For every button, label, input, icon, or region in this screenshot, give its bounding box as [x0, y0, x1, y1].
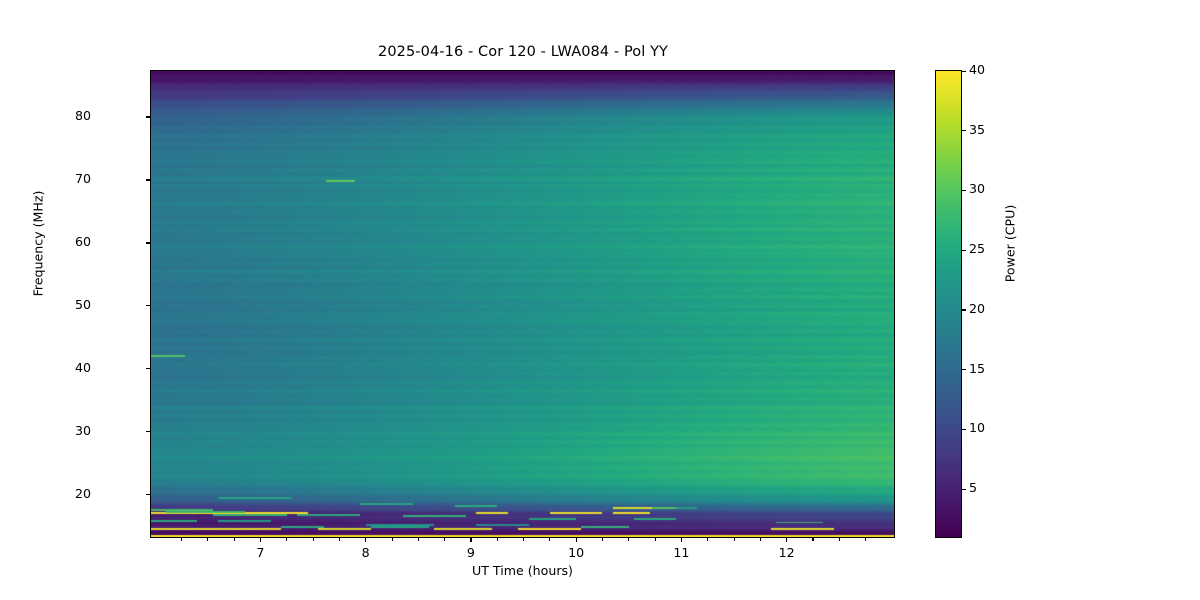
x-tick-minor — [838, 538, 840, 541]
x-tick-minor — [181, 538, 183, 541]
x-tick-minor — [812, 538, 814, 541]
spectrogram-axes — [151, 71, 894, 537]
page-title: 2025-04-16 - Cor 120 - LWA084 - Pol YY — [378, 44, 668, 60]
x-tick-label: 7 — [256, 545, 265, 560]
y-tick-mark — [146, 305, 150, 307]
colorbar-tick-mark — [962, 70, 966, 72]
x-axis-label: UT Time (hours) — [472, 563, 573, 578]
x-tick-minor — [601, 538, 604, 541]
x-tick-label: 8 — [361, 545, 370, 560]
spectrogram-image — [151, 71, 894, 537]
y-tick-label: 50 — [74, 296, 91, 312]
colorbar-tick-label: 10 — [969, 420, 986, 436]
y-tick-label: 70 — [74, 170, 91, 186]
x-tick-mark — [365, 538, 367, 542]
x-tick-minor — [523, 538, 525, 541]
colorbar-tick-mark — [962, 130, 966, 132]
colorbar-tick-label: 15 — [969, 360, 986, 376]
colorbar-tick-mark — [962, 309, 966, 311]
x-tick-minor — [286, 538, 288, 541]
y-tick-label: 80 — [74, 107, 91, 123]
colorbar-tick-mark — [962, 369, 966, 371]
x-tick-minor — [444, 538, 446, 541]
y-tick-label: 20 — [74, 485, 91, 501]
x-tick-minor — [733, 538, 735, 541]
colorbar-tick-mark — [962, 189, 966, 192]
x-tick-minor — [654, 538, 656, 541]
x-tick-minor — [496, 538, 498, 541]
x-tick-label: 10 — [568, 545, 585, 560]
y-tick-mark — [146, 179, 150, 181]
colorbar-tick-label: 30 — [969, 181, 986, 197]
x-tick-minor — [759, 538, 761, 541]
x-tick-minor — [391, 538, 393, 541]
colorbar-tick-label: 40 — [969, 62, 986, 77]
x-tick-mark — [680, 538, 682, 542]
y-tick-mark — [146, 368, 150, 370]
x-tick-minor — [207, 538, 209, 541]
colorbar-tick-label: 35 — [969, 121, 986, 137]
colorbar-tick-mark — [962, 249, 966, 251]
y-tick-mark — [146, 242, 150, 244]
x-tick-minor — [338, 538, 340, 541]
colorbar-tick-mark — [962, 488, 966, 490]
x-tick-minor — [417, 538, 419, 541]
colorbar-tick-label: 20 — [969, 300, 986, 316]
x-tick-minor — [865, 538, 867, 541]
x-tick-minor — [233, 538, 235, 541]
x-tick-mark — [259, 538, 262, 542]
x-tick-mark — [470, 538, 472, 542]
x-tick-label: 9 — [466, 545, 475, 560]
x-tick-minor — [628, 538, 630, 541]
y-tick-label: 60 — [74, 233, 91, 249]
y-tick-mark — [146, 431, 150, 433]
y-tick-mark — [146, 116, 150, 118]
x-tick-mark — [786, 538, 788, 542]
x-tick-minor — [312, 538, 314, 541]
x-tick-label: 11 — [673, 545, 690, 560]
y-tick-label: 30 — [74, 422, 91, 438]
x-tick-mark — [575, 538, 577, 542]
y-tick-mark — [146, 494, 150, 496]
x-tick-minor — [549, 538, 551, 541]
colorbar-axes — [936, 71, 961, 537]
colorbar-tick-label: 25 — [969, 241, 986, 257]
x-tick-minor — [707, 538, 709, 541]
x-tick-label: 12 — [778, 545, 795, 560]
colorbar-tick-label: 5 — [969, 480, 978, 496]
y-tick-label: 40 — [74, 359, 91, 375]
colorbar-tick-mark — [962, 428, 966, 431]
colorbar-gradient — [936, 71, 961, 537]
